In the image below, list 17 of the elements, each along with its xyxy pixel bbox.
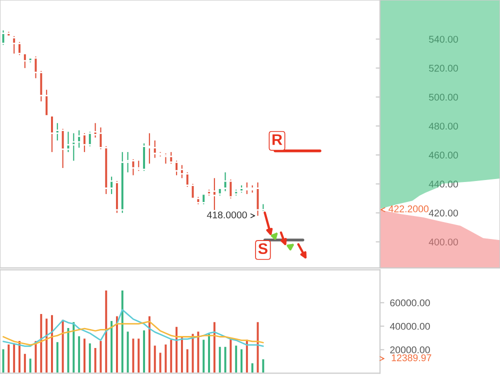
line-series bbox=[2, 309, 264, 347]
text: 12389.97 bbox=[392, 354, 432, 362]
annotation: S bbox=[258, 243, 268, 254]
y-tick-label: 20000.00 bbox=[390, 346, 430, 354]
y-tick-label: 400.00 bbox=[428, 238, 458, 246]
y-tick-label: 520.00 bbox=[429, 64, 458, 72]
y-tick-label: 500.00 bbox=[429, 94, 458, 101]
y-tick-label: 480.00 bbox=[428, 122, 458, 130]
y-tick-label: 420.00 bbox=[428, 210, 458, 216]
y-tick-label: 60000.00 bbox=[390, 299, 430, 306]
y-tick-label: 40000.00 bbox=[390, 322, 430, 330]
y-tick-label: 460.00 bbox=[428, 152, 458, 159]
annotation: 418.0000 bbox=[206, 211, 247, 218]
y-tick-label: 540.00 bbox=[429, 36, 458, 43]
text: R bbox=[272, 134, 282, 145]
line-series bbox=[2, 320, 264, 346]
annotation: 422.2000 bbox=[388, 205, 429, 212]
